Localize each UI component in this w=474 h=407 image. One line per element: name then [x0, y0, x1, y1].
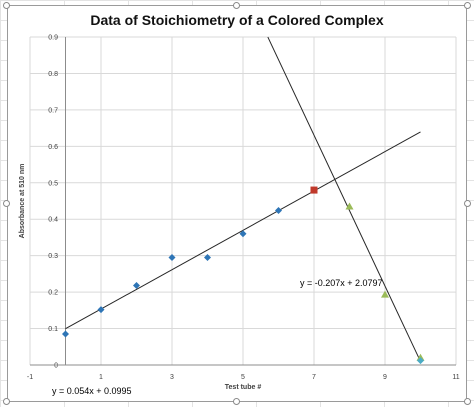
data-point-series-1: [97, 306, 105, 314]
data-point-series-2: [310, 186, 318, 194]
x-tick-label: 1: [99, 374, 103, 381]
resize-handle-top-left[interactable]: [3, 2, 10, 9]
y-tick-label: 0.2: [48, 290, 58, 297]
x-tick-label: 9: [383, 374, 387, 381]
data-point-series-1: [275, 206, 282, 214]
trendline-2: [267, 36, 421, 362]
data-point-series-4: [417, 357, 424, 365]
resize-handle-bottom-left[interactable]: [3, 398, 10, 405]
y-tick-label: 0.3: [48, 253, 58, 260]
x-tick-label: 3: [170, 374, 174, 381]
resize-handle-bottom[interactable]: [233, 398, 240, 405]
data-point-series-1: [204, 253, 211, 261]
x-tick-label: 5: [241, 374, 245, 381]
resize-handle-right[interactable]: [464, 200, 471, 207]
trendline-1-equation: y = 0.054x + 0.0995: [52, 386, 132, 396]
y-tick-label: 0.1: [48, 326, 58, 333]
data-point-series-1: [168, 253, 176, 261]
y-tick-label: 0.5: [48, 180, 58, 187]
chart-area[interactable]: [7, 5, 467, 402]
data-point-series-3: [345, 202, 354, 210]
x-tick-label: -1: [27, 374, 33, 381]
data-point-series-1: [133, 282, 140, 290]
y-tick-label: 0.6: [48, 144, 58, 151]
y-tick-label: 0.8: [48, 71, 58, 78]
data-point-series-3: [381, 290, 389, 298]
x-tick-label: 7: [312, 374, 316, 381]
y-tick-label: 0: [54, 363, 58, 370]
data-point-series-1: [62, 330, 69, 338]
trendline-2-equation: y = -0.207x + 2.0797: [300, 278, 383, 288]
x-tick-label: 11: [452, 374, 459, 381]
resize-handle-bottom-right[interactable]: [464, 398, 471, 405]
data-point-series-1: [239, 230, 247, 238]
resize-handle-top-right[interactable]: [464, 2, 471, 9]
y-tick-label: 0.7: [48, 107, 58, 114]
y-tick-label: 0.9: [48, 35, 58, 42]
resize-handle-left[interactable]: [3, 200, 10, 207]
x-axis-title: Test tube #: [225, 384, 262, 391]
resize-handle-top[interactable]: [233, 2, 240, 9]
y-tick-label: 0.4: [48, 217, 58, 224]
chart-title: Data of Stoichiometry of a Colored Compl…: [90, 12, 384, 28]
y-axis-title: Absorbance at 510 nm: [19, 164, 26, 239]
